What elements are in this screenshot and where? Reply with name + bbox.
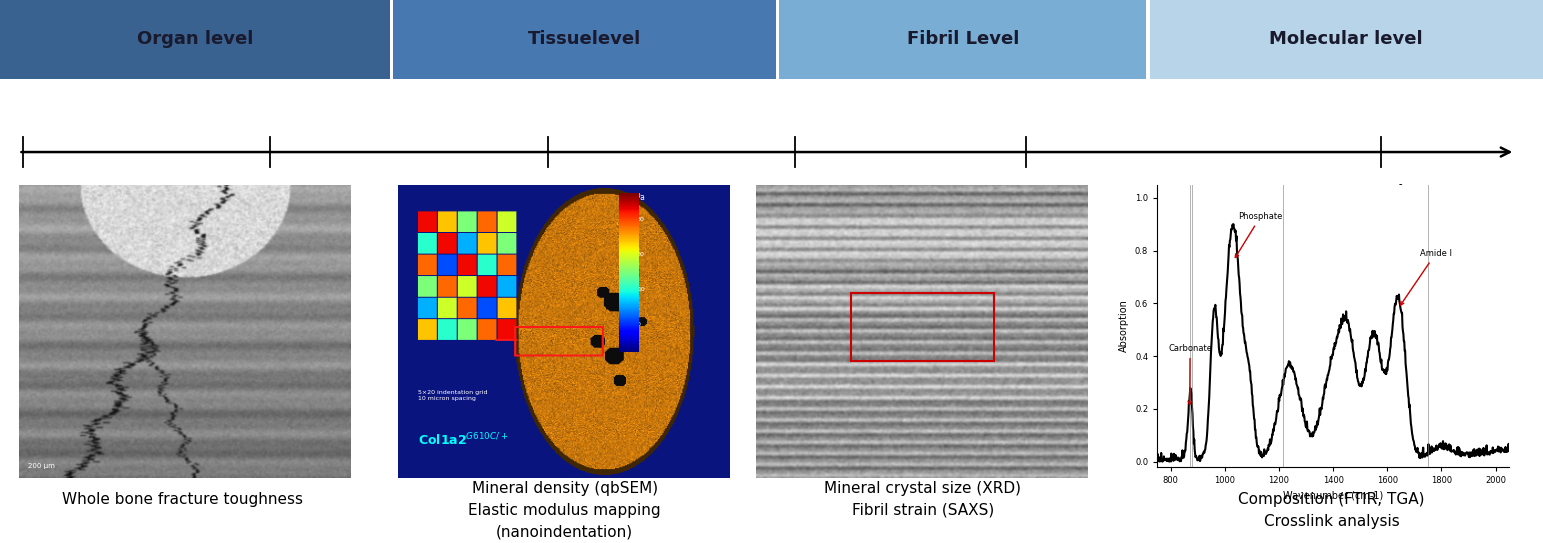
Text: 20: 20 [637,252,645,257]
Text: GPa: GPa [630,193,645,203]
Text: 1 0 mm: 1 0 mm [23,187,82,203]
Text: Mineral crystal size (XRD)
Fibril strain (SAXS): Mineral crystal size (XRD) Fibril strain… [824,481,1021,518]
Text: Mineral density (qbSEM)
Elastic modulus mapping
(nanoindentation): Mineral density (qbSEM) Elastic modulus … [469,481,660,540]
Text: 100 nm: 100 nm [795,187,853,203]
Bar [779,0,1146,79]
Text: 30: 30 [637,217,645,222]
Text: 1 Å: 1 Å [1381,187,1406,203]
Text: Carbonate: Carbonate [1168,344,1213,405]
Text: 100 μm: 100 μm [270,187,329,203]
Y-axis label: Absorption: Absorption [1119,299,1129,352]
Text: Composition (FTIR, TGA)
Crosslink analysis: Composition (FTIR, TGA) Crosslink analys… [1239,492,1424,529]
Bar [0,0,390,79]
Text: Molecular level: Molecular level [1270,30,1423,48]
Text: 200 μm: 200 μm [28,463,56,469]
X-axis label: Wavenumber (cm-1): Wavenumber (cm-1) [1284,490,1383,501]
Text: Phosphate: Phosphate [1236,212,1282,257]
Text: 10: 10 [637,287,645,292]
Text: 1 μm: 1 μm [548,187,586,203]
Text: Organ level: Organ level [137,30,253,48]
Bar [393,0,776,79]
Text: 0: 0 [637,323,640,327]
Text: Whole bone fracture toughness: Whole bone fracture toughness [62,492,302,507]
Text: Tissuelevel: Tissuelevel [528,30,642,48]
Text: Fibril Level: Fibril Level [907,30,1018,48]
Text: 1 nm: 1 nm [1026,187,1065,203]
Bar [850,293,994,361]
Bar [1150,0,1543,79]
Text: Amide I: Amide I [1401,249,1452,305]
Text: 5×20 indentation grid
10 micron spacing: 5×20 indentation grid 10 micron spacing [418,390,488,401]
Text: Col1a2$^{G610C/+}$: Col1a2$^{G610C/+}$ [418,432,509,449]
